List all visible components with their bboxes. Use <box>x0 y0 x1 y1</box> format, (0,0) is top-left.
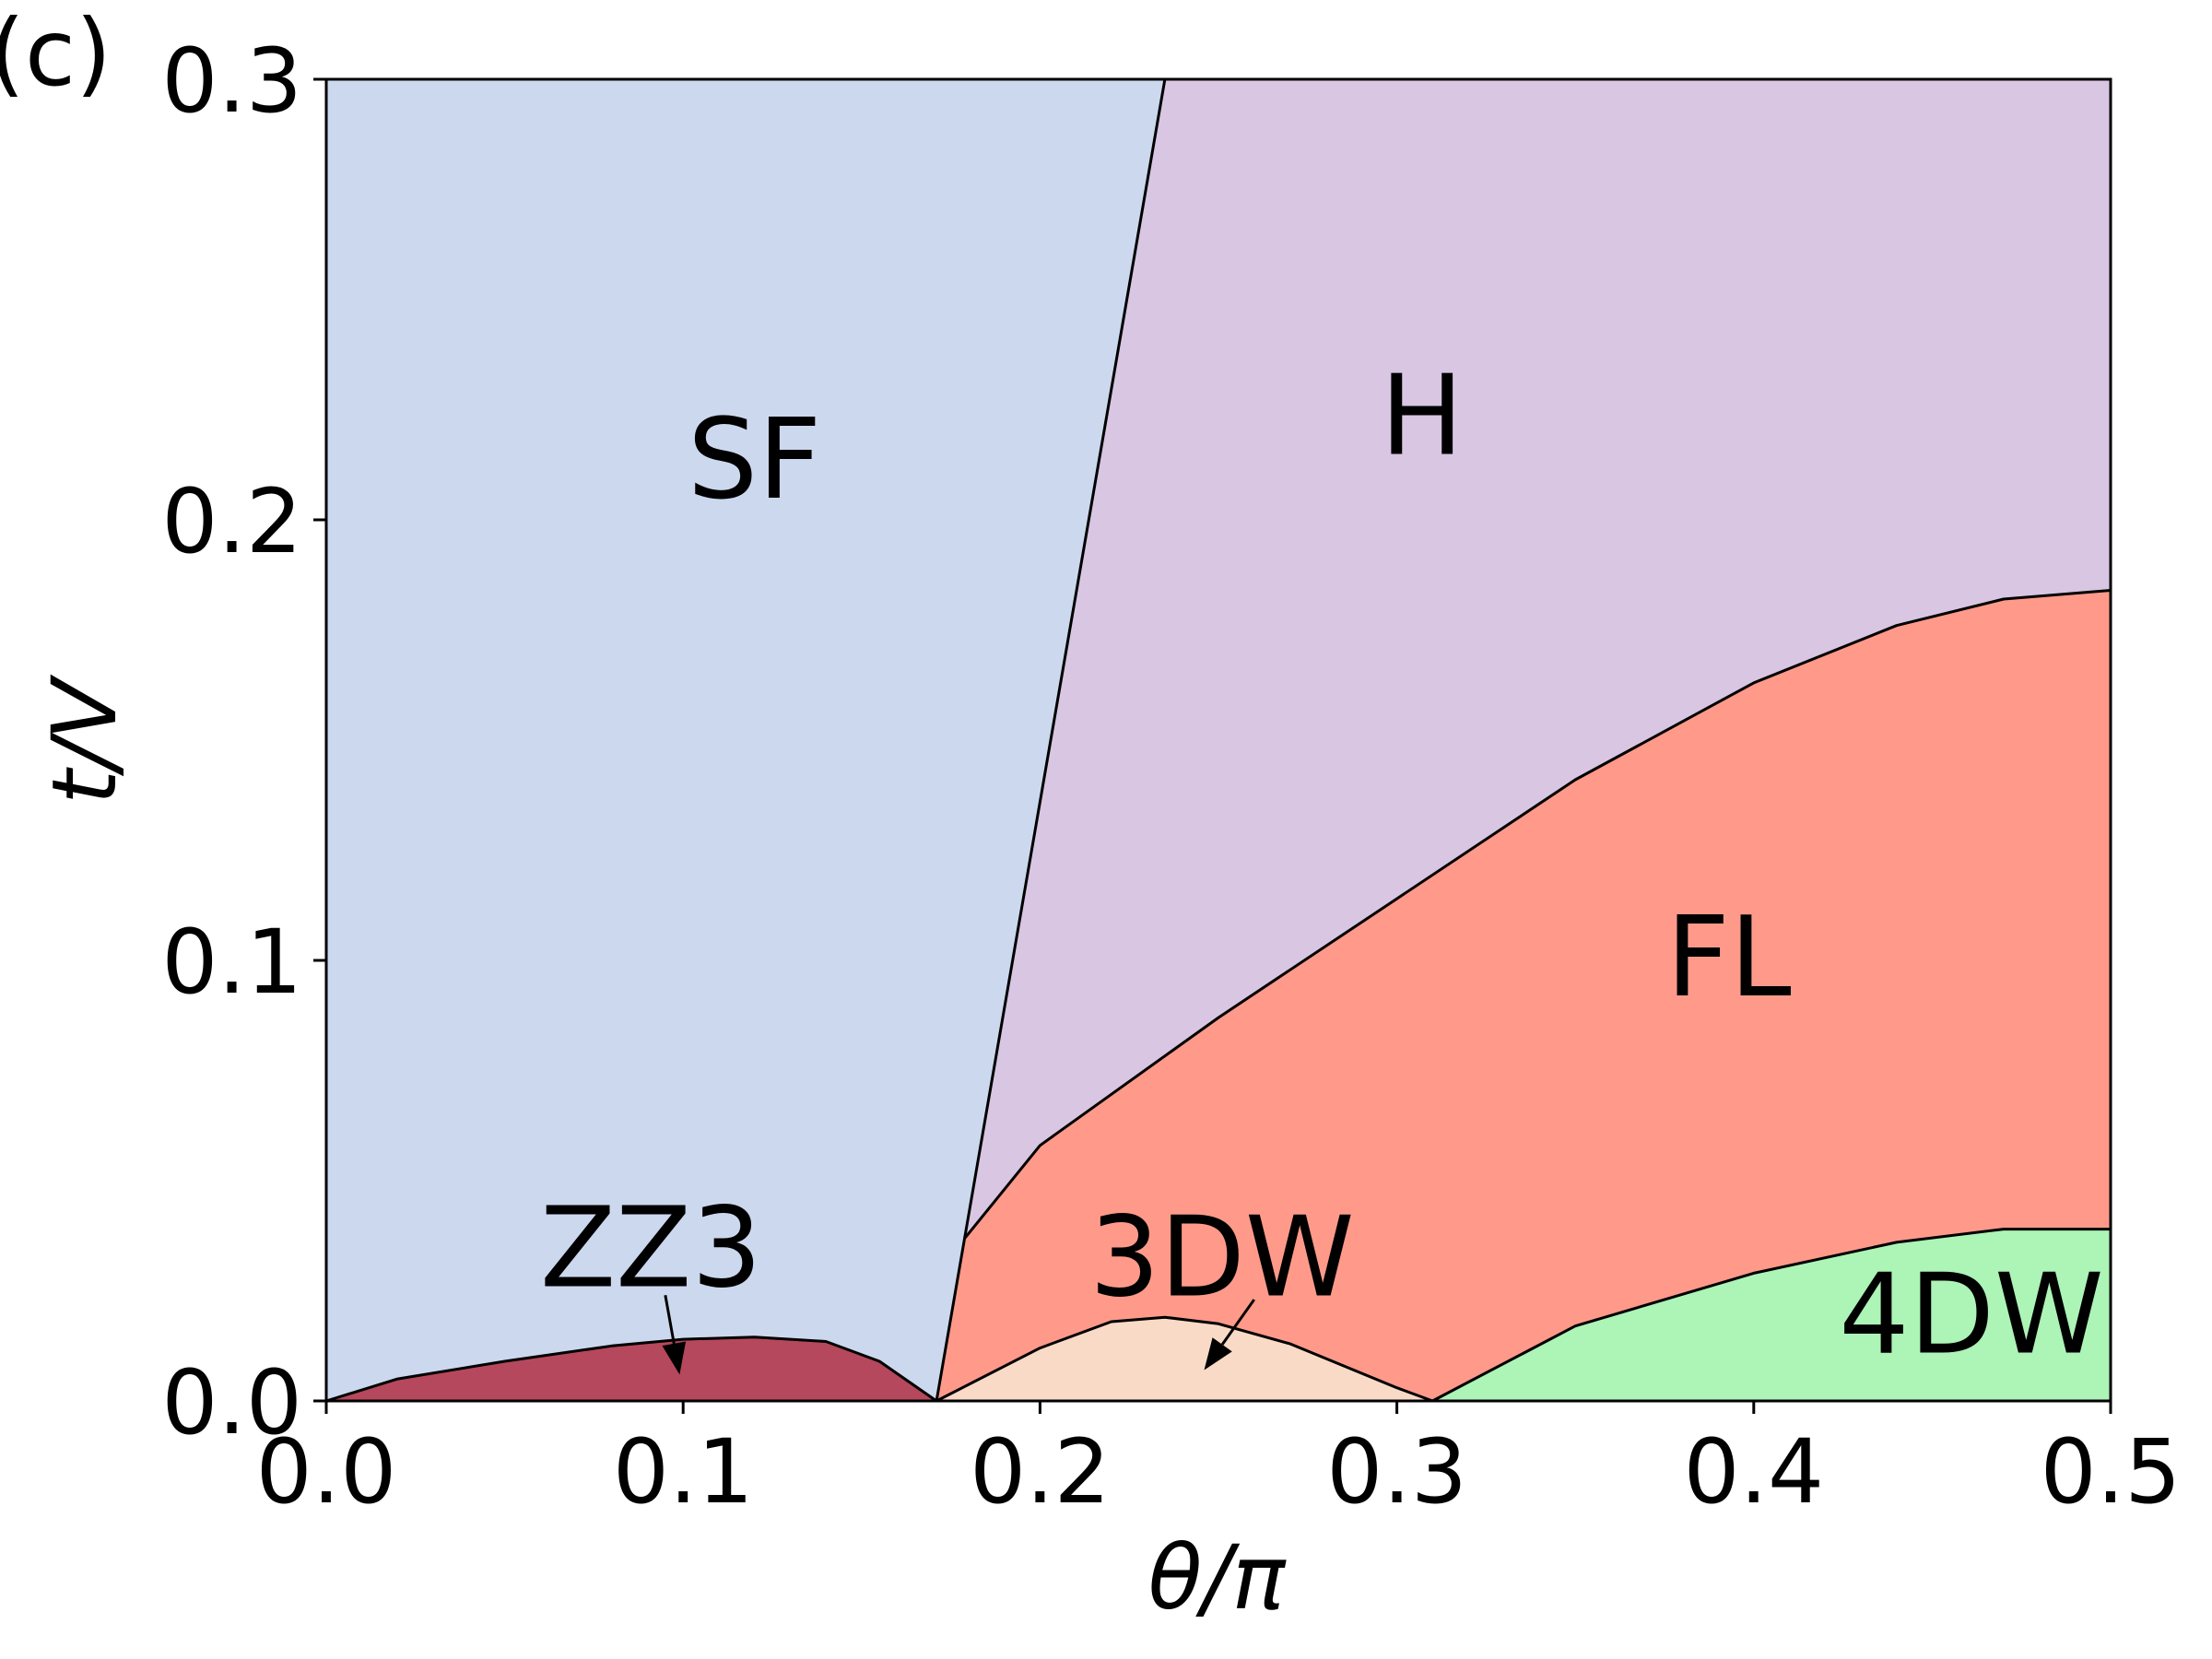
x-tick-label: 0.2 <box>970 1420 1111 1524</box>
arrow-head <box>1204 1337 1232 1371</box>
arrow-3dw <box>1204 1299 1255 1371</box>
x-tick-label: 0.5 <box>2041 1420 2182 1524</box>
y-tick-label: 0.2 <box>161 470 302 573</box>
axis-ticks: 0.0 0.1 0.2 0.3 0.4 0.5 0.0 0.1 0.2 0.3 <box>161 29 2181 1524</box>
x-axis-label: θ/π <box>1148 1526 1288 1630</box>
region-label-zz3: ZZ3 <box>540 1185 762 1313</box>
region-label-h: H <box>1381 352 1464 480</box>
x-tick-label: 0.0 <box>256 1420 397 1524</box>
y-axis-label: t/V <box>33 674 136 805</box>
arrow-head <box>662 1341 687 1375</box>
region-label-fl: FL <box>1666 894 1792 1022</box>
region-labels: SF H FL ZZ3 3DW 4DW <box>540 352 2104 1379</box>
panel-label: (c) <box>0 0 112 107</box>
phase-boundary-4 <box>935 1315 1433 1403</box>
x-tick-label: 0.1 <box>613 1420 754 1524</box>
phase-boundary-5 <box>1431 1228 2111 1403</box>
region-label-sf: SF <box>688 396 821 524</box>
x-tick-label: 0.3 <box>1326 1420 1467 1524</box>
phase-boundaries <box>325 78 2112 1403</box>
y-tick-label: 0.1 <box>161 911 302 1014</box>
phase-boundary-3 <box>325 1335 937 1403</box>
phase-boundary-1 <box>935 78 1167 1402</box>
x-tick-label: 0.4 <box>1683 1420 1824 1524</box>
arrow-zz3 <box>662 1295 687 1375</box>
arrow-shaft <box>1220 1299 1255 1346</box>
arrow-shaft <box>664 1295 676 1345</box>
y-tick-label: 0.3 <box>161 29 302 133</box>
annotation-arrows <box>662 1295 1255 1375</box>
region-label-4dw: 4DW <box>1839 1251 2103 1379</box>
region-label-3dw: 3DW <box>1089 1194 1354 1322</box>
phase-boundary-2 <box>963 589 2112 1240</box>
phase-regions <box>325 78 2112 1402</box>
plot-frame <box>324 77 2112 1403</box>
y-tick-label: 0.0 <box>161 1351 302 1454</box>
